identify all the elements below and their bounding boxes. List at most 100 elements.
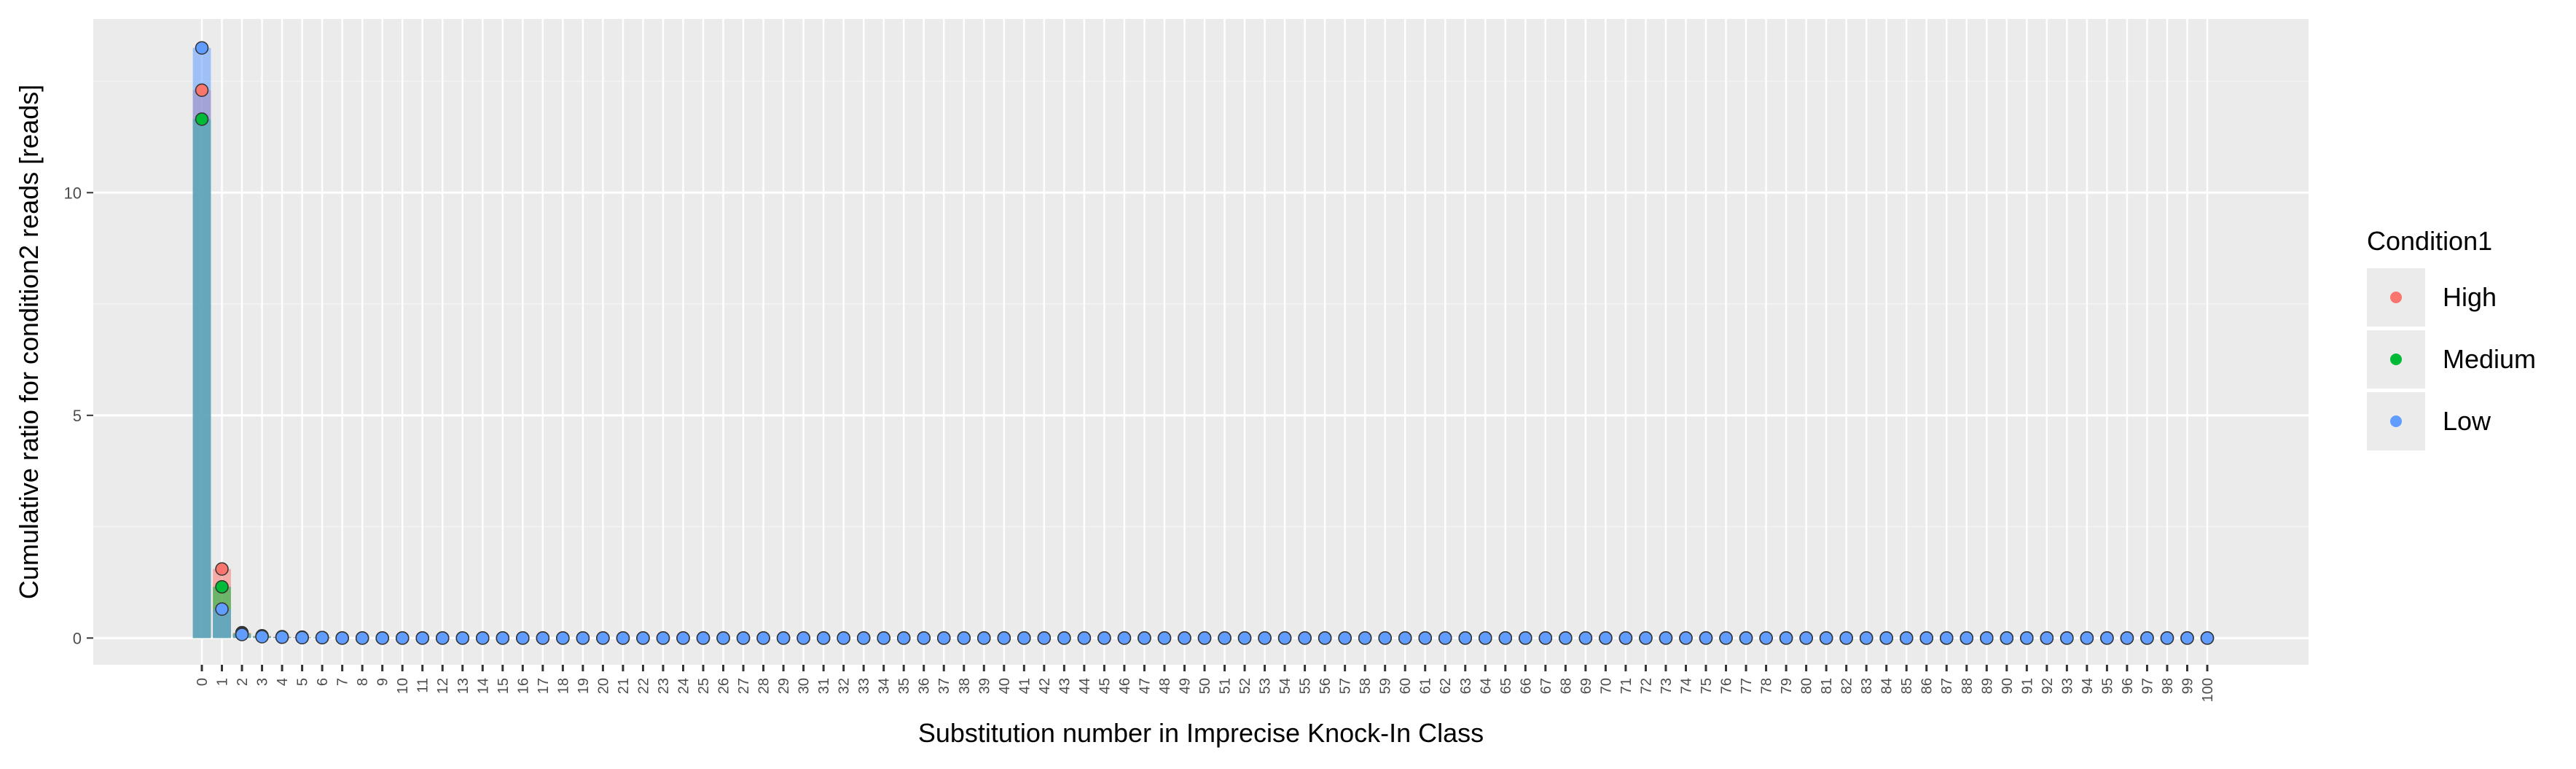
point-low — [2040, 631, 2054, 645]
point-low — [1759, 631, 1773, 645]
point-medium — [215, 579, 229, 594]
x-tick-label: 93 — [2059, 678, 2075, 694]
point-low — [796, 631, 810, 645]
point-low — [1077, 631, 1092, 645]
x-tick-label: 34 — [877, 678, 893, 694]
point-low — [1960, 631, 1974, 645]
point-low — [1498, 631, 1513, 645]
x-tick-label: 21 — [616, 678, 632, 694]
x-tick-label: 33 — [856, 678, 872, 694]
point-low — [1719, 631, 1733, 645]
x-tick-label: 96 — [2120, 678, 2136, 694]
point-low — [1197, 631, 1212, 645]
x-tick-label: 79 — [1779, 678, 1795, 694]
x-tick-label: 54 — [1277, 678, 1293, 694]
point-low — [1559, 631, 1573, 645]
x-tick-label: 66 — [1518, 678, 1534, 694]
x-tick-label: 18 — [555, 678, 571, 694]
x-tick-label: 59 — [1378, 678, 1394, 694]
point-low — [2020, 631, 2034, 645]
point-low — [596, 631, 610, 645]
legend-dot-low — [2390, 415, 2402, 427]
x-tick-label: 9 — [375, 678, 391, 686]
point-low — [1659, 631, 1673, 645]
point-low — [1318, 631, 1332, 645]
y-tick-label: 0 — [73, 629, 82, 647]
point-low — [2060, 631, 2074, 645]
x-tick-label: 46 — [1117, 678, 1133, 694]
x-tick-label: 20 — [595, 678, 611, 694]
point-low — [877, 631, 890, 645]
point-low — [1479, 631, 1492, 645]
x-tick-label: 43 — [1057, 678, 1073, 694]
x-tick-label: 16 — [515, 678, 531, 694]
point-low — [1097, 631, 1111, 645]
point-low — [2160, 631, 2174, 645]
point-low — [1679, 631, 1693, 645]
legend-label: Low — [2443, 406, 2491, 436]
point-low — [896, 631, 911, 645]
legend-label: High — [2443, 282, 2497, 312]
point-low — [355, 631, 369, 645]
point-low — [656, 631, 670, 645]
x-tick-label: 27 — [736, 678, 752, 694]
point-low — [536, 631, 550, 645]
point-low — [2180, 631, 2194, 645]
bar-low — [192, 47, 211, 639]
point-low — [1178, 631, 1191, 645]
point-low — [1057, 631, 1071, 645]
point-low — [1237, 631, 1252, 645]
y-tick-label: 5 — [73, 407, 82, 425]
x-tick-label: 85 — [1899, 678, 1915, 694]
point-low — [516, 631, 530, 645]
x-tick-label: 80 — [1799, 678, 1815, 694]
point-low — [1298, 631, 1312, 645]
point-high — [195, 83, 209, 98]
x-tick-label: 28 — [756, 678, 772, 694]
x-tick-label: 94 — [2080, 678, 2096, 694]
x-tick-label: 48 — [1157, 678, 1173, 694]
legend-title: Condition1 — [2367, 226, 2493, 256]
point-low — [1458, 631, 1473, 645]
x-tick-label: 39 — [976, 678, 993, 694]
x-tick-label: 4 — [275, 678, 291, 686]
point-low — [1358, 631, 1372, 645]
x-tick-label: 63 — [1458, 678, 1474, 694]
x-tick-label: 41 — [1017, 678, 1033, 694]
point-low — [616, 631, 630, 645]
x-tick-label: 19 — [576, 678, 592, 694]
x-tick-label: 25 — [696, 678, 712, 694]
x-tick-label: 10 — [395, 678, 411, 694]
point-low — [235, 628, 249, 641]
point-low — [556, 631, 570, 645]
x-tick-label: 40 — [997, 678, 1013, 694]
x-tick-label: 49 — [1177, 678, 1193, 694]
point-low — [476, 631, 490, 645]
point-low — [756, 631, 770, 645]
x-tick-label: 71 — [1618, 678, 1635, 694]
x-tick-label: 60 — [1398, 678, 1414, 694]
point-low — [1939, 631, 1954, 645]
x-tick-label: 17 — [536, 678, 552, 694]
point-low — [716, 631, 730, 645]
x-tick-label: 0 — [195, 678, 211, 686]
x-tick-label: 51 — [1218, 678, 1234, 694]
point-low — [496, 631, 510, 645]
x-tick-label: 68 — [1558, 678, 1574, 694]
x-tick-label: 74 — [1678, 678, 1694, 694]
point-low — [977, 631, 991, 645]
x-tick-label: 47 — [1137, 678, 1153, 694]
x-tick-label: 26 — [716, 678, 732, 694]
x-tick-label: 99 — [2180, 678, 2196, 694]
point-low — [295, 631, 309, 644]
point-low — [856, 631, 871, 645]
point-low — [2120, 631, 2134, 645]
point-low — [1779, 631, 1793, 645]
x-tick-label: 81 — [1819, 678, 1835, 694]
x-tick-label: 65 — [1498, 678, 1514, 694]
x-tick-label: 1 — [215, 678, 231, 686]
point-low — [1859, 631, 1874, 645]
point-low — [455, 631, 470, 645]
point-low — [1138, 631, 1151, 645]
x-tick-label: 70 — [1598, 678, 1614, 694]
